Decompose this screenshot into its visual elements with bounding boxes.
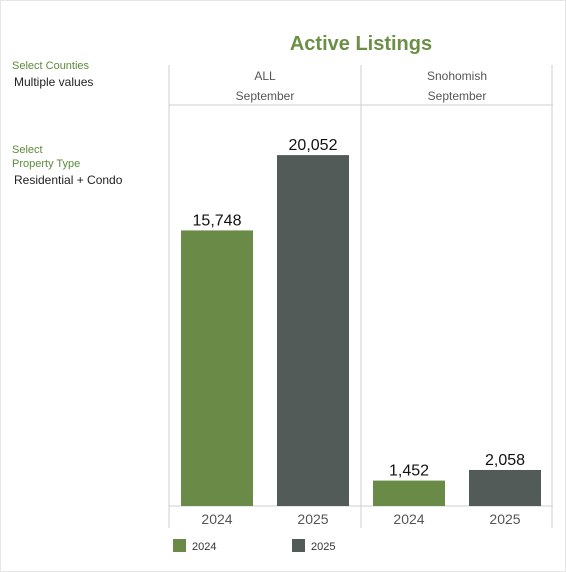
bar-2024: [373, 480, 445, 506]
x-tick-label: 2024: [393, 511, 424, 527]
bar-value-label: 15,748: [193, 212, 242, 229]
property-type-filter-label-line2: Property Type: [12, 158, 81, 170]
x-tick-label: 2024: [201, 511, 232, 527]
chart-gridlines: [168, 65, 553, 528]
legend-swatch-2024: [173, 539, 186, 552]
property-type-filter-value[interactable]: Residential + Condo: [14, 173, 123, 187]
legend-label-2024: 2024: [192, 541, 216, 553]
panel-name-label: ALL: [254, 69, 276, 83]
counties-filter-value[interactable]: Multiple values: [14, 75, 94, 89]
bar-marks: 15,748 2024 20,052 2025 1,452 2024 2,058 2025: [181, 137, 541, 527]
bar-value-label: 1,452: [389, 463, 429, 480]
bar-2025: [277, 155, 349, 506]
x-tick-label: 2025: [297, 511, 328, 527]
x-tick-label: 2025: [489, 511, 520, 527]
bar-2024: [181, 230, 253, 506]
legend-label-2025: 2025: [311, 541, 335, 553]
panel-month-label: September: [428, 89, 487, 103]
bar-value-label: 2,058: [485, 452, 525, 469]
bar-value-label: 20,052: [289, 137, 338, 154]
panel-name-label: Snohomish: [427, 69, 487, 83]
panel-headers: ALL September Snohomish September: [236, 69, 487, 103]
bar-2025: [469, 469, 541, 506]
legend-swatch-2025: [292, 539, 305, 552]
panel-month-label: September: [236, 89, 295, 103]
property-type-filter-label-line1: Select: [12, 144, 43, 156]
chart-title: Active Listings: [290, 33, 432, 55]
counties-filter-label: Select Counties: [12, 60, 90, 72]
chart-legend: 2024 2025: [173, 539, 335, 553]
